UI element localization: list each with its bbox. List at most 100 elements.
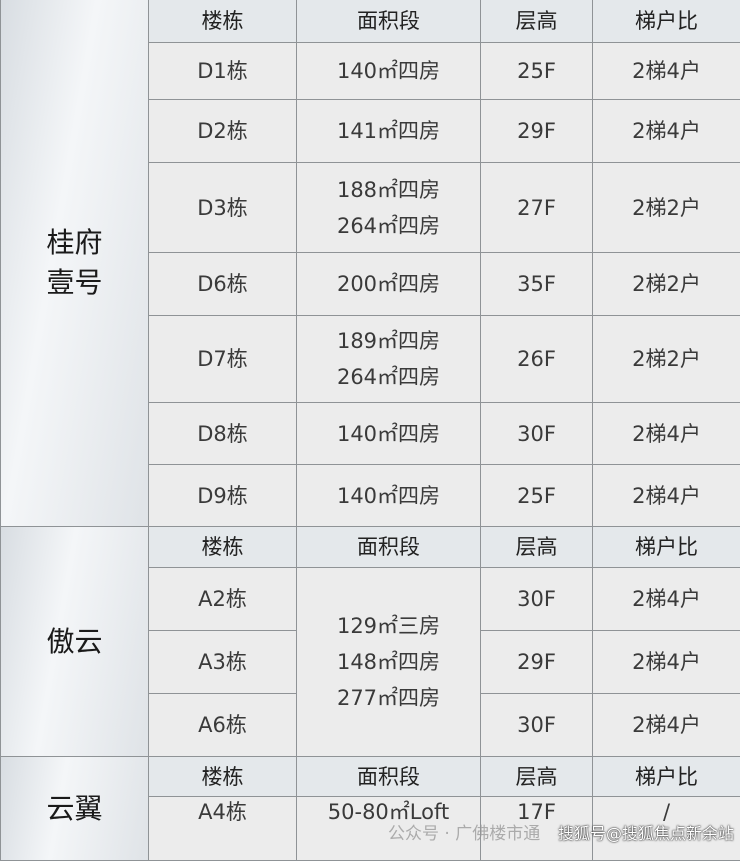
area-cell: 188㎡四房 264㎡四房 [296,162,481,253]
cell-text: 2梯4户 [632,59,701,83]
floors-cell: 25F [480,42,593,100]
section-label: 云翼 [0,756,149,861]
cell-text: 30F [517,713,556,737]
cell-text: D9栋 [197,483,248,508]
column-header: 层高 [480,526,593,568]
floors-cell: 26F [480,315,593,403]
building-cell: D2栋 [148,99,297,163]
cell-text: 148㎡四房 [336,650,441,674]
floors-cell: 27F [480,162,593,253]
cell-text: 277㎡四房 [336,686,441,710]
cell-text: 层高 [515,764,558,789]
column-header: 面积段 [296,756,481,797]
cell-text: D6栋 [197,272,248,296]
area-cell: 140㎡四房 [296,464,481,527]
cell-text: 楼栋 [201,764,244,789]
cell-text: D7栋 [197,347,248,371]
cell-text: 梯户比 [635,535,698,559]
building-cell: D7栋 [148,315,297,403]
building-cell: A2栋 [148,567,297,631]
column-header: 面积段 [296,526,481,568]
cell-text: A4栋 [198,800,247,824]
column-header: 楼栋 [148,526,297,568]
column-header: 面积段 [296,0,481,43]
area-cell: 200㎡四房 [296,252,481,316]
cell-text: 35F [517,272,556,296]
ratio-cell: 2梯4户 [592,42,740,100]
cell-text: 264㎡四房 [336,365,441,389]
area-cell: 129㎡三房 148㎡四房 277㎡四房 [296,567,481,757]
sohu-watermark: 搜狐号@搜狐焦点新余站 [558,824,735,843]
cell-text: 30F [517,587,556,611]
column-header: 楼栋 [148,0,297,43]
building-cell: D1栋 [148,42,297,100]
floors-cell: 30F [480,693,593,757]
cell-text: 2梯4户 [632,587,701,611]
building-cell: A3栋 [148,630,297,694]
cell-text: 140㎡四房 [336,483,441,508]
floors-cell: 29F [480,99,593,163]
cell-text: 29F [517,650,556,674]
cell-text: 141㎡四房 [336,119,441,143]
cell-text: 200㎡四房 [336,272,441,296]
area-cell: 141㎡四房 [296,99,481,163]
column-header: 层高 [480,0,593,43]
cell-text: 桂府 [46,225,103,259]
cell-text: 2梯4户 [632,421,701,446]
cell-text: 27F [517,195,556,220]
cell-text: 楼栋 [201,8,244,33]
ratio-cell: 2梯4户 [592,99,740,163]
cell-text: 梯户比 [635,8,698,33]
cell-text: 2梯4户 [632,119,701,143]
column-header: 层高 [480,756,593,797]
cell-text: 188㎡四房 [336,177,441,202]
cell-text: A6栋 [198,713,247,737]
cell-text: 25F [517,59,556,83]
ratio-cell: 2梯2户 [592,252,740,316]
ratio-cell: 2梯4户 [592,567,740,631]
cell-text: D8栋 [197,421,248,446]
column-header: 梯户比 [592,756,740,797]
section-label: 桂府 壹号 [0,0,149,527]
column-header: 楼栋 [148,756,297,797]
building-cell: D3栋 [148,162,297,253]
cell-text: 梯户比 [635,764,698,789]
floors-cell: 30F [480,567,593,631]
cell-text: 264㎡四房 [336,213,441,238]
area-cell: 189㎡四房 264㎡四房 [296,315,481,403]
floors-cell: 35F [480,252,593,316]
column-header: 梯户比 [592,526,740,568]
cell-text: 189㎡四房 [336,329,441,353]
cell-text: 129㎡三房 [336,614,441,638]
cell-text: 2梯4户 [632,713,701,737]
cell-text: / [662,800,671,824]
column-header: 梯户比 [592,0,740,43]
cell-text: 傲云 [46,624,103,658]
cell-text: 140㎡四房 [336,59,441,83]
cell-text: 面积段 [357,8,420,33]
cell-text: D3栋 [197,195,248,220]
cell-text: 2梯2户 [632,195,701,220]
cell-text: D2栋 [197,119,248,143]
cell-text: 29F [517,119,556,143]
cell-text: 2梯2户 [632,272,701,296]
cell-text: 25F [517,483,556,508]
area-cell: 140㎡四房 [296,402,481,465]
cell-text: 楼栋 [201,535,244,559]
building-cell: D8栋 [148,402,297,465]
building-cell: A6栋 [148,693,297,757]
floors-cell: 30F [480,402,593,465]
wechat-watermark: 公众号 · 广佛楼市通 [388,824,541,844]
ratio-cell: 2梯4户 [592,464,740,527]
cell-text: 层高 [515,8,558,33]
cell-text: 层高 [515,535,558,559]
cell-text: 2梯2户 [632,347,701,371]
cell-text: 面积段 [357,764,420,789]
cell-text: 云翼 [46,791,103,825]
cell-text: A3栋 [198,650,247,674]
ratio-cell: 2梯4户 [592,693,740,757]
cell-text: 17F [517,800,556,824]
cell-text: 面积段 [357,535,420,559]
cell-text: 30F [517,421,556,446]
cell-text: 50-80㎡Loft [327,800,450,824]
